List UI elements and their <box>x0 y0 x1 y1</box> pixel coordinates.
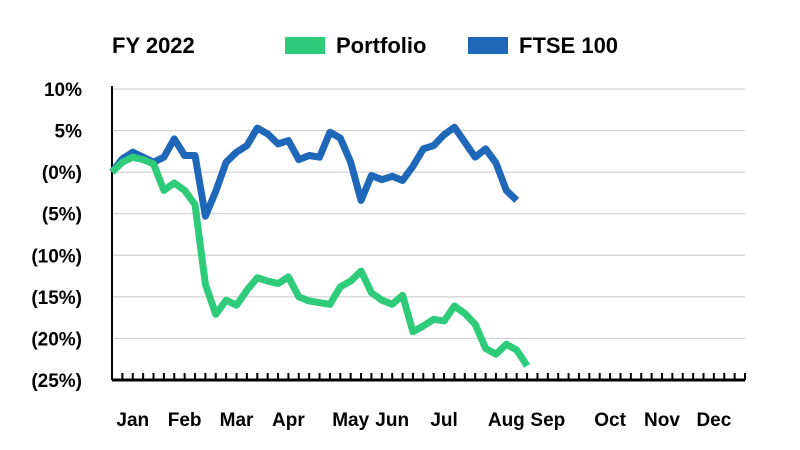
x-tick-label: Mar <box>220 410 254 431</box>
series-lines <box>109 123 531 368</box>
series-line-ftse-100 <box>109 123 520 220</box>
legend-label-ftse: FTSE 100 <box>519 33 618 58</box>
x-tick-label: Feb <box>168 410 202 431</box>
y-tick-label: (0%) <box>42 163 82 184</box>
gridlines <box>112 88 745 339</box>
legend-swatch-ftse <box>468 37 508 54</box>
y-tick-label: (20%) <box>31 329 82 350</box>
chart-title: FY 2022 <box>112 33 195 58</box>
y-axis-labels: 10% 5% (0%) (5%) (10%) (15%) (20%) (25%) <box>31 80 82 392</box>
legend-swatch-portfolio <box>285 37 325 54</box>
series-line-portfolio <box>109 153 531 368</box>
x-tick-label: Aug <box>488 410 525 431</box>
x-axis <box>111 86 746 382</box>
y-tick-label: 10% <box>44 80 82 101</box>
x-axis-labels: Jan Feb Mar Apr May Jun Jul Aug Sep Oct Nov Dec <box>116 410 731 431</box>
x-tick-label: Jun <box>375 410 409 431</box>
x-tick-label: May <box>332 410 369 431</box>
y-tick-label: (25%) <box>31 371 82 392</box>
legend: Portfolio FTSE 100 <box>285 33 618 58</box>
x-tick-label: Oct <box>594 410 626 431</box>
x-tick-label: Dec <box>696 410 731 431</box>
x-tick-label: Sep <box>530 410 565 431</box>
x-tick-label: Jul <box>430 410 457 431</box>
x-tick-label: Jan <box>116 410 149 431</box>
legend-label-portfolio: Portfolio <box>336 33 426 58</box>
y-tick-label: (5%) <box>42 205 82 226</box>
y-tick-label: (10%) <box>31 246 82 267</box>
x-tick-label: Apr <box>272 410 305 431</box>
x-tick-label: Nov <box>644 410 680 431</box>
y-tick-label: (15%) <box>31 288 82 309</box>
y-tick-label: 5% <box>55 122 83 143</box>
